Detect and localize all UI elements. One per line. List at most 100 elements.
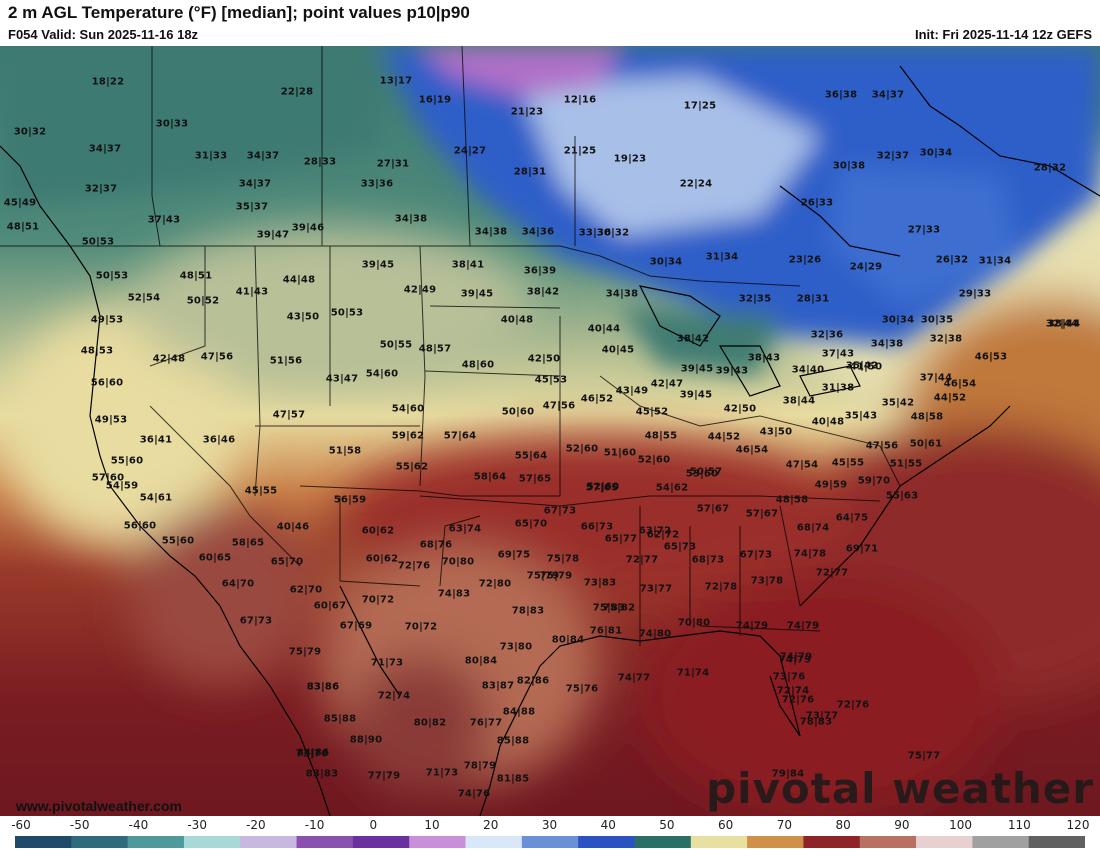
point-value-label: 69|75 <box>497 549 531 561</box>
point-value-label: 34|40 <box>791 364 825 376</box>
point-value-label: 40|46 <box>276 521 310 533</box>
coastlines <box>0 65 1100 816</box>
point-value-label: 31|34 <box>978 255 1012 267</box>
point-value-label: 67|69 <box>339 620 373 632</box>
point-value-label: 17|25 <box>683 100 717 112</box>
point-value-label: 74|79 <box>786 620 820 632</box>
point-value-label: 75|83 <box>592 602 626 614</box>
point-value-label: 78|83 <box>511 605 545 617</box>
point-value-label: 38|42 <box>526 286 560 298</box>
point-value-label: 57|65 <box>585 482 619 494</box>
point-value-label: 74|79 <box>779 651 813 663</box>
point-value-label: 39|47 <box>256 229 290 241</box>
point-value-label: 83|86 <box>306 681 340 693</box>
point-value-label: 35|37 <box>235 201 269 213</box>
point-value-label: 34|38 <box>870 338 904 350</box>
point-value-label: 57|67 <box>745 508 779 520</box>
point-value-label: 39|43 <box>715 365 749 377</box>
point-value-label: 30|34 <box>649 256 683 268</box>
point-value-label: 72|78 <box>704 581 738 593</box>
colorbar-tick-label: -60 <box>11 818 31 832</box>
point-value-label: 72|76 <box>781 694 815 706</box>
point-value-label: 67|73 <box>239 615 273 627</box>
point-value-label: 30|34 <box>919 147 953 159</box>
point-value-label: 35|42 <box>845 360 879 372</box>
colorbar-segment <box>859 836 917 848</box>
point-value-label: 27|33 <box>907 224 941 236</box>
point-value-label: 30|38 <box>832 160 866 172</box>
point-value-label: 42|50 <box>527 353 561 365</box>
point-value-label: 80|84 <box>551 634 585 646</box>
point-value-label: 52|60 <box>565 443 599 455</box>
point-value-label: 75|77 <box>907 750 941 762</box>
point-value-label: 42|50 <box>723 403 757 415</box>
point-value-label: 40|48 <box>500 314 534 326</box>
point-value-label: 38|41 <box>451 259 485 271</box>
point-value-label: 31|33 <box>194 150 228 162</box>
colorbar-tick-label: -10 <box>304 818 325 832</box>
point-value-label: 56|60 <box>90 377 124 389</box>
colorbar-segment <box>916 836 973 848</box>
point-value-label: 50|53 <box>330 307 364 319</box>
colorbar-segment <box>634 836 692 848</box>
point-value-label: 42|47 <box>650 378 684 390</box>
point-value-label: 55|60 <box>110 455 144 467</box>
point-value-label: 43|50 <box>759 426 793 438</box>
point-value-label: 45|55 <box>831 457 865 469</box>
colorbar-segment <box>521 836 579 848</box>
point-value-label: 51|58 <box>328 445 362 457</box>
point-value-label: 48|60 <box>461 359 495 371</box>
point-value-label: 44|52 <box>707 431 741 443</box>
point-value-label: 76|81 <box>589 625 623 637</box>
point-value-label: 41|43 <box>235 286 269 298</box>
point-value-label: 48|58 <box>910 411 944 423</box>
point-value-label: 59|70 <box>857 475 891 487</box>
point-value-label: 32|36 <box>810 329 844 341</box>
point-value-label: 74|79 <box>778 654 812 666</box>
point-value-label: 30|32 <box>13 126 47 138</box>
colorbar-tick-label: 10 <box>424 818 440 832</box>
point-value-label: 40|44 <box>587 323 621 335</box>
point-value-label: 88|90 <box>349 734 383 746</box>
point-value-label: 21|25 <box>563 145 597 157</box>
point-value-label: 63|74 <box>448 523 482 535</box>
point-value-label: 74|77 <box>617 672 651 684</box>
point-value-label: 37|43 <box>147 214 181 226</box>
point-value-label: 39|45 <box>680 363 714 375</box>
point-value-label: 37|43 <box>821 348 855 360</box>
point-value-layer: 18|22 22|28 13|17 16|19 21|23 12|16 17|25 36|38… <box>0 46 1100 816</box>
point-value-label: 72|74 <box>776 685 810 697</box>
point-value-label: 73|76 <box>772 671 806 683</box>
header: 2 m AGL Temperature (°F) [median]; point… <box>0 0 1100 46</box>
point-value-label: 28|32 <box>1033 162 1067 174</box>
point-value-label: 50|53 <box>81 236 115 248</box>
point-value-label: 60|62 <box>361 525 395 537</box>
point-value-label: 50|53 <box>95 270 129 282</box>
point-value-label: 72|76 <box>397 560 431 572</box>
point-value-label: 38|42 <box>676 333 710 345</box>
point-value-label: 56|59 <box>333 494 367 506</box>
point-value-label: 78|79 <box>463 760 497 772</box>
point-value-label: 85|88 <box>323 713 357 725</box>
point-value-label: 33|36 <box>360 178 394 190</box>
point-value-label: 48|53 <box>80 345 114 357</box>
point-value-label: 70|72 <box>361 594 395 606</box>
point-value-label: 70|80 <box>441 556 475 568</box>
point-value-label: 30|34 <box>881 314 915 326</box>
point-value-label: 68|74 <box>796 522 830 534</box>
point-value-label: 34|37 <box>88 143 122 155</box>
point-value-label: 65|70 <box>270 556 304 568</box>
point-value-label: 72|74 <box>377 690 411 702</box>
colorbar-segment <box>71 836 129 848</box>
point-value-label: 83|87 <box>481 680 515 692</box>
point-value-label: 79|84 <box>771 768 805 780</box>
point-value-label: 32|37 <box>84 183 118 195</box>
point-value-label: 77|79 <box>367 770 401 782</box>
point-value-label: 64|75 <box>835 512 869 524</box>
point-value-label: 37|44 <box>919 372 953 384</box>
point-value-label: 55|62 <box>395 461 429 473</box>
point-value-label: 73|80 <box>499 641 533 653</box>
point-value-label: 47|57 <box>272 409 306 421</box>
point-value-label: 48|51 <box>6 221 40 233</box>
point-value-label: 50|52 <box>186 295 220 307</box>
